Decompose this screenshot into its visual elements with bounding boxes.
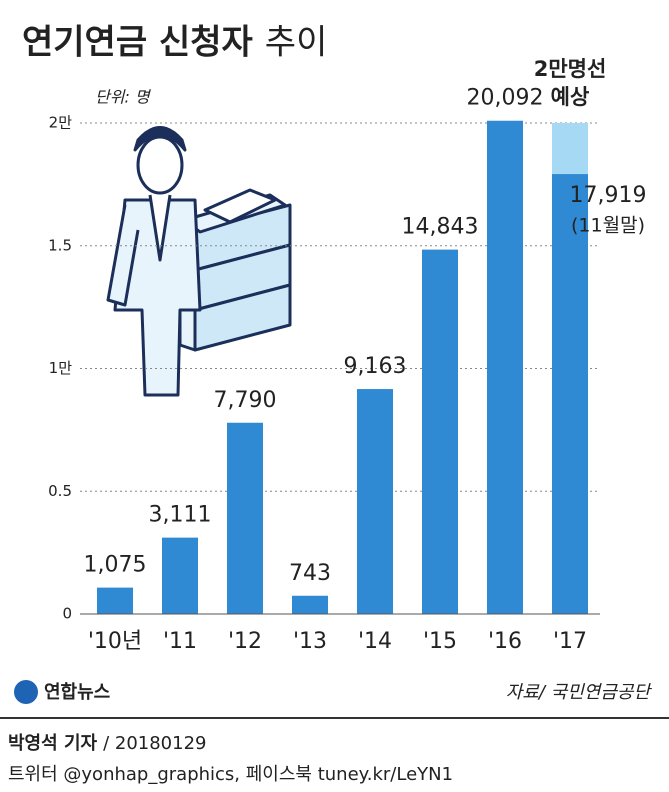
y-tick-label: 2만 <box>49 114 73 132</box>
chart-title: 연기연금 신청자 <box>22 23 253 63</box>
value-label: 20,092 <box>467 86 544 111</box>
illustration <box>106 126 292 397</box>
bar <box>227 422 263 614</box>
bar <box>292 595 328 614</box>
y-tick-label: 0.5 <box>48 482 72 500</box>
value-label: 17,919 <box>570 183 647 208</box>
bar <box>422 249 458 614</box>
logo-icon <box>14 680 38 704</box>
value-label: 14,843 <box>402 215 479 240</box>
date: / 20180129 <box>103 733 206 754</box>
x-tick-label: '16 <box>488 629 522 654</box>
x-tick-label: '13 <box>293 629 327 654</box>
value-label: 3,111 <box>149 503 212 528</box>
projection-label: 2만명선 <box>534 57 607 81</box>
x-tick-label: '12 <box>228 629 262 654</box>
value-label: 743 <box>289 561 331 586</box>
logo: 연합뉴스 <box>44 681 110 703</box>
y-tick-label: 1만 <box>49 359 73 377</box>
social: 트위터 @yonhap_graphics, 페이스북 tuney.kr/LeYN… <box>8 764 453 785</box>
projection-label: 예상 <box>551 85 590 109</box>
chart-title-suffix: 추이 <box>265 23 328 63</box>
bar <box>97 587 133 614</box>
bar <box>357 389 393 614</box>
value-label: 1,075 <box>84 553 147 578</box>
byline: 박영석 기자 <box>8 733 98 754</box>
x-tick-label: '11 <box>163 629 197 654</box>
y-tick-label: 1.5 <box>48 236 72 254</box>
source: 자료/ 국민연금공단 <box>506 682 653 703</box>
note: (11월말) <box>571 215 645 237</box>
value-label: 7,790 <box>214 388 277 413</box>
y-tick-label: 0 <box>62 605 72 623</box>
bar <box>552 174 588 614</box>
bar <box>487 120 523 615</box>
unit-label: 단위: 명 <box>95 88 152 107</box>
bar <box>162 537 198 614</box>
x-tick-label: '10년 <box>88 629 142 654</box>
x-tick-label: '15 <box>423 629 457 654</box>
x-tick-label: '17 <box>553 629 587 654</box>
value-label: 9,163 <box>344 354 407 379</box>
x-tick-label: '14 <box>358 629 392 654</box>
bars: '10년 1,075 '11 3,111 '12 7,790 '13 743 '14 9,163 '… <box>84 57 647 654</box>
